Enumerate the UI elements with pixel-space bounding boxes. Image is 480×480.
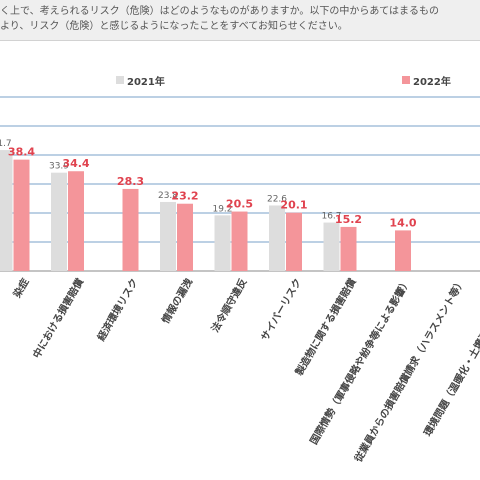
category-label: 情報の漏洩 — [159, 276, 195, 326]
category-label: 従業員からの損害賠償請求（ハラスメント等） — [351, 276, 468, 465]
data-label-2022: 23.2 — [171, 190, 198, 203]
legend-swatch-2022 — [402, 76, 410, 84]
legend-label-2022: 2022年 — [413, 77, 451, 88]
bar-2022 — [340, 226, 357, 271]
bar-2021 — [323, 222, 340, 271]
category-label: 染症 — [10, 276, 32, 301]
bar-2022 — [286, 212, 302, 271]
bar-2022 — [68, 171, 84, 271]
data-label-2021: 23.8 — [158, 191, 178, 201]
legend-swatch-2021 — [116, 76, 124, 84]
bar-2022 — [13, 159, 30, 271]
data-label-2021: 1.7 — [0, 139, 12, 149]
bar-2021 — [269, 205, 285, 271]
data-label-2022: 34.4 — [62, 157, 89, 170]
bar-2021 — [160, 201, 176, 271]
category-label: 経済環境リスク — [94, 276, 140, 343]
data-label-2022: 20.1 — [280, 199, 307, 212]
question-text-line-2: より、リスク（危険）と感じるようになったことをすべてお知らせください。 — [0, 21, 348, 32]
data-label-2021: 19.2 — [212, 204, 232, 214]
bar-2021 — [214, 215, 231, 271]
data-label-2022: 38.4 — [8, 146, 35, 159]
bar-2022 — [122, 188, 139, 271]
category-label: サイバーリスク — [259, 277, 304, 343]
data-label-2022: 20.5 — [226, 198, 253, 211]
data-label-2021: 22.6 — [267, 194, 287, 204]
category-label: 製造物に関する損害賠償 — [292, 275, 359, 378]
category-label: 法令順守違反 — [208, 276, 249, 334]
question-text-line-1: く上で、考えられるリスク（危険）はどのようなものがありますか。以下の中からあては… — [0, 6, 439, 17]
legend-label-2021: 2021年 — [127, 77, 165, 88]
bar-2022 — [231, 211, 248, 271]
data-label-2022: 28.3 — [117, 175, 144, 188]
question-header: く上で、考えられるリスク（危険）はどのようなものがありますか。以下の中からあては… — [0, 0, 480, 41]
data-label-2021: 33.9 — [49, 162, 69, 172]
bar-2022 — [395, 230, 411, 271]
category-label: 国際情勢（軍事侵略や紛争等による影響） — [307, 276, 413, 447]
bar-2021 — [0, 150, 13, 271]
data-label-2021: 16.7 — [321, 212, 341, 222]
category-label: 中における損害賠償 — [30, 275, 87, 360]
bar-2021 — [51, 172, 67, 271]
data-label-2022: 15.2 — [335, 213, 362, 226]
data-label-2022: 14.0 — [389, 216, 416, 229]
bar-2022 — [177, 203, 193, 271]
